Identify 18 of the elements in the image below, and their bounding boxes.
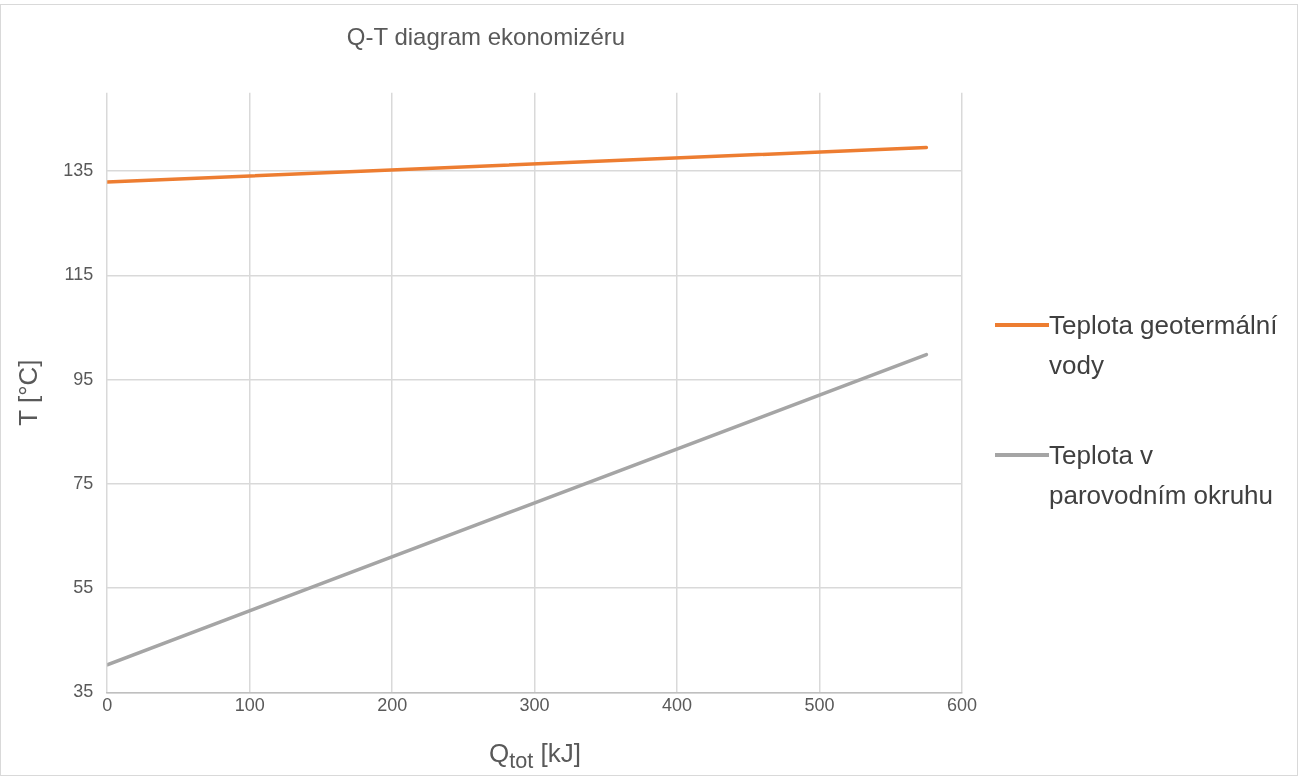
x-tick-label: 500	[804, 695, 835, 716]
y-tick-label: 135	[63, 159, 94, 180]
x-tick-label: 300	[519, 695, 550, 716]
legend-label: Teplota geotermální vody	[1049, 309, 1279, 382]
x-tick-label: 400	[662, 695, 693, 716]
y-tick-label: 95	[73, 368, 94, 389]
y-tick-label: 115	[64, 264, 94, 285]
x-axis-title: Q$_{tot}$ [kJ]	[488, 738, 582, 775]
x-tick-label: 200	[377, 695, 408, 716]
y-tick-label: 75	[73, 472, 94, 493]
y-tick-label: 55	[73, 577, 94, 598]
chart-title: Q-T diagram ekonomizéru	[346, 23, 626, 51]
x-tick-label: 100	[234, 695, 265, 716]
x-tick-label: 0	[102, 695, 113, 716]
y-axis-title: T [°C]	[12, 359, 43, 426]
y-tick-label: 35	[73, 681, 94, 702]
x-tick-label: 600	[946, 695, 978, 716]
legend-label: Teplota v parovodním okruhu	[1049, 439, 1275, 512]
